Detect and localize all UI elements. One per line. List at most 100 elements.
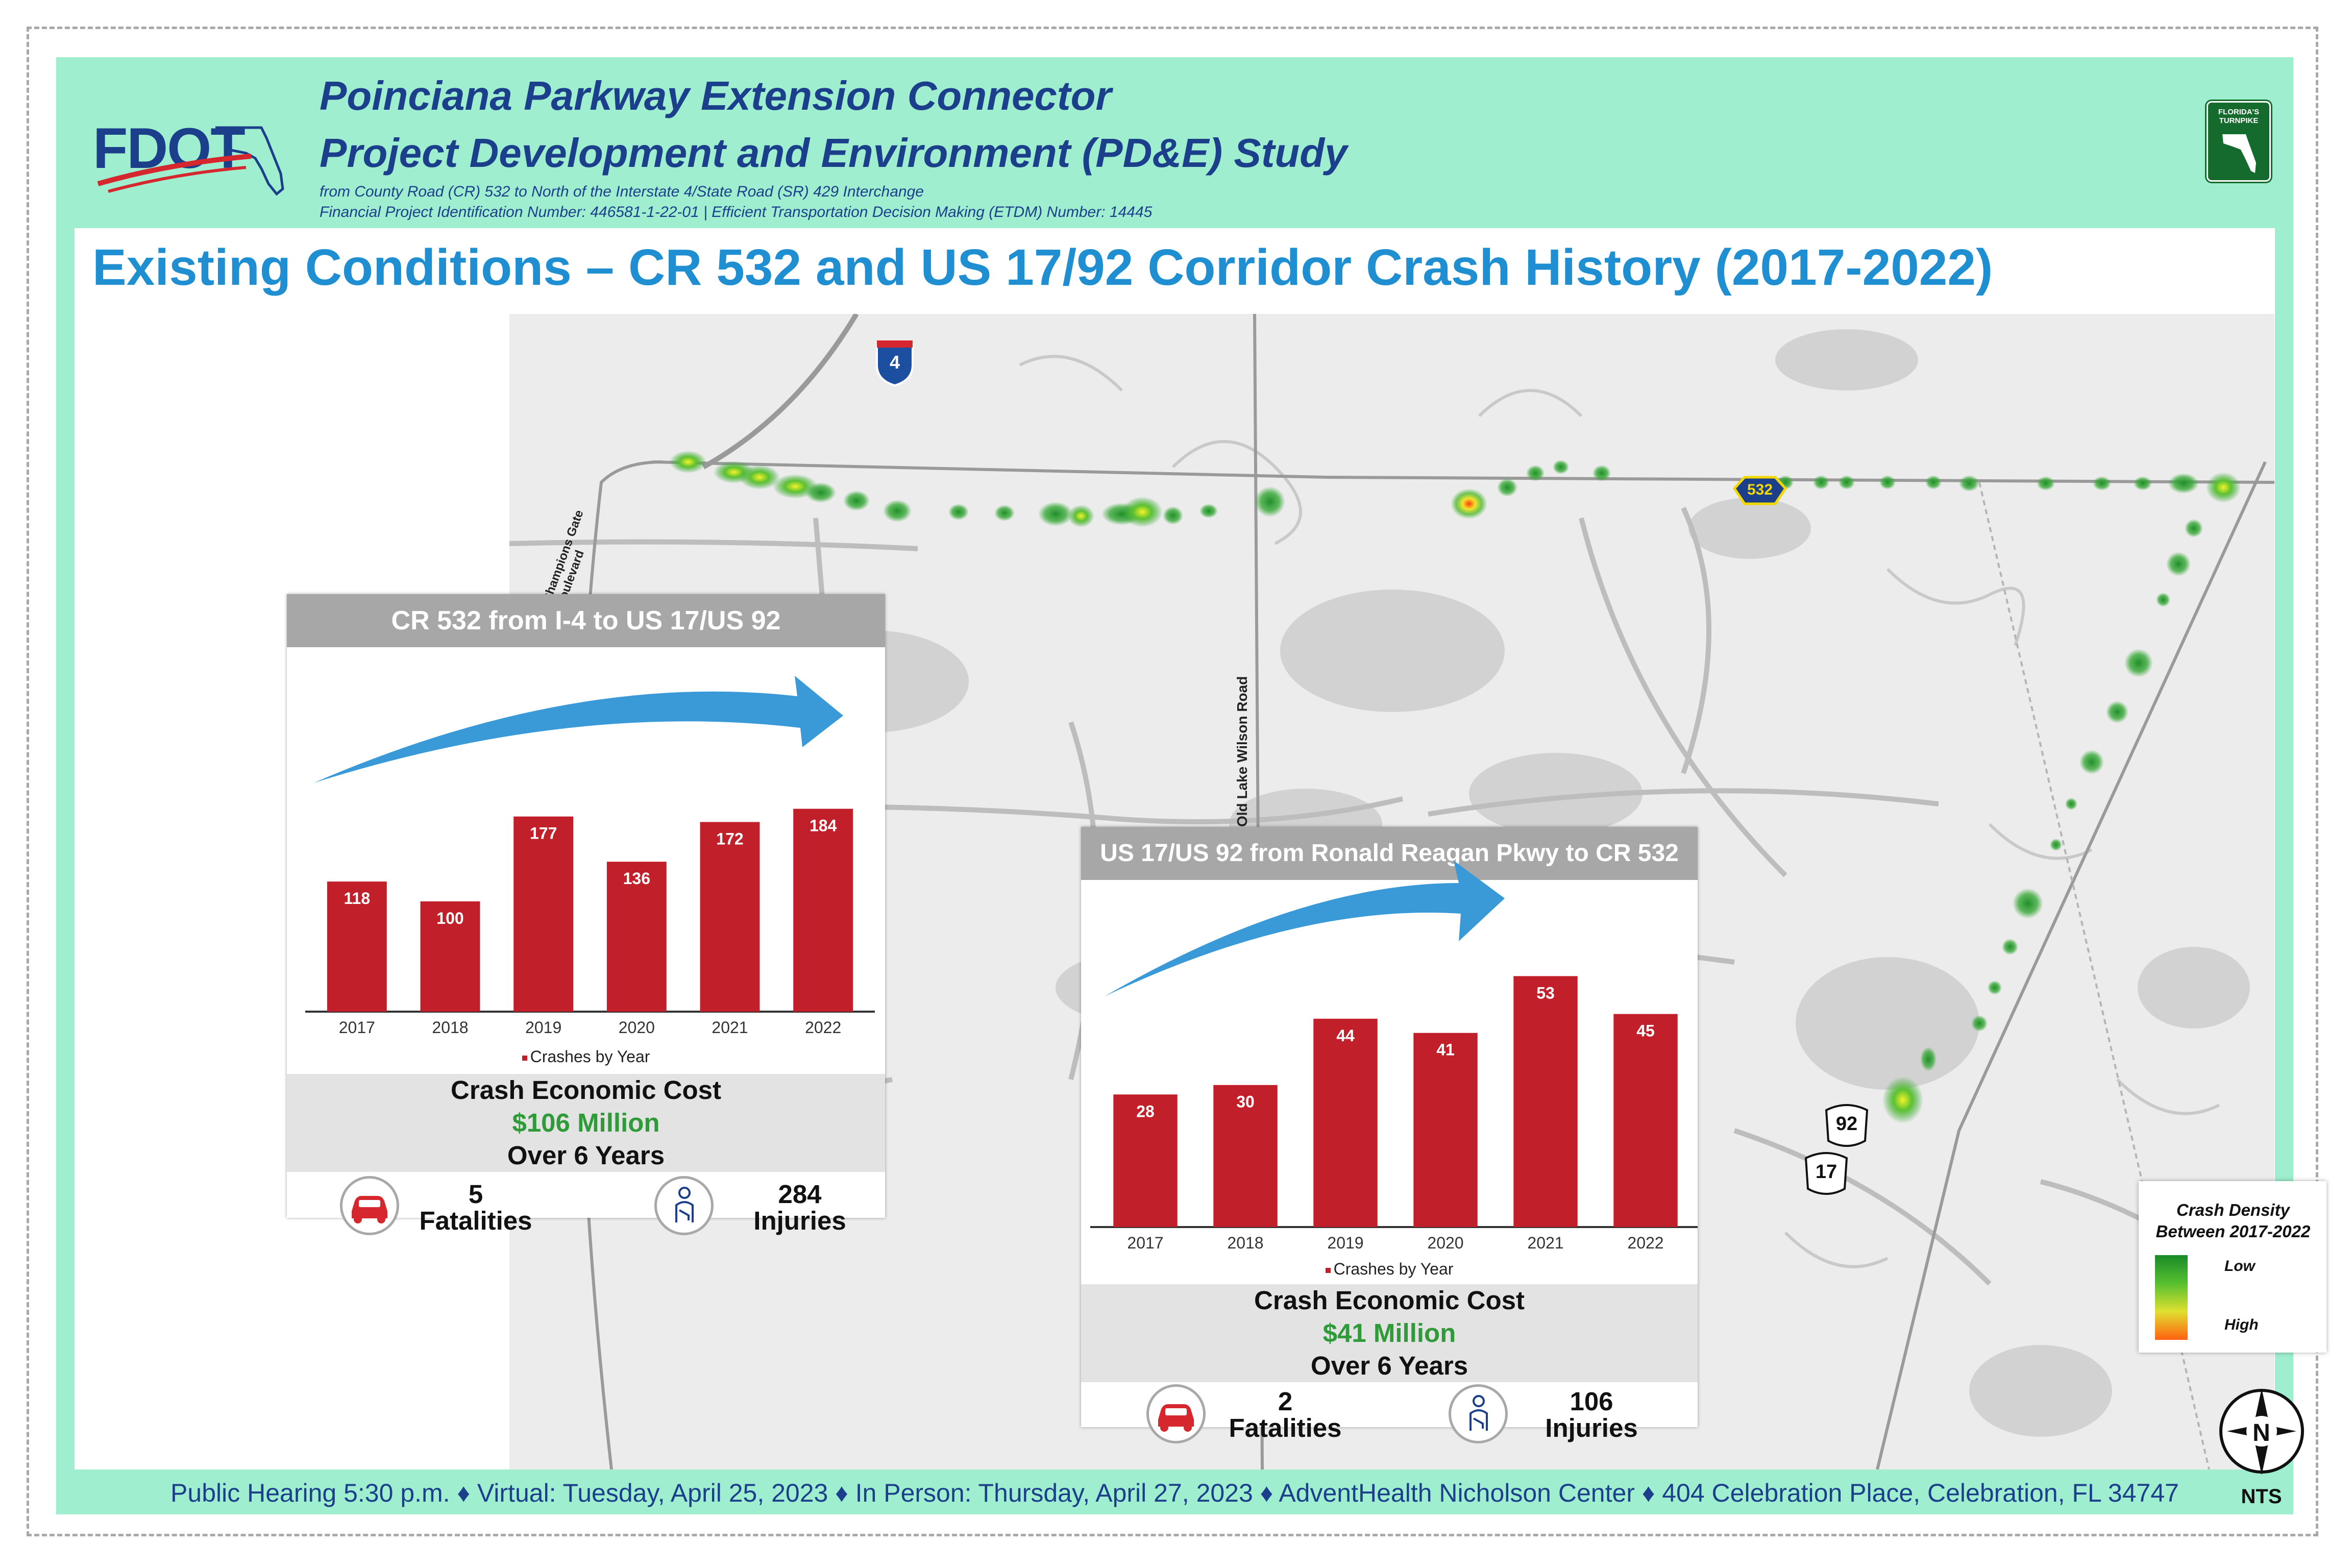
panel1-cost-period: Over 6 Years bbox=[507, 1141, 665, 1170]
north-arrow: N NTS bbox=[2217, 1383, 2306, 1516]
us17-92-crash-panel: US 17/US 92 from Ronald Reagan Pkwy to C… bbox=[1081, 827, 1698, 1443]
turnpike-logo-text: FLORIDA'S TURNPIKE bbox=[2218, 108, 2260, 125]
us17-92-data-label-2022: 45 bbox=[1636, 1022, 1655, 1040]
us17-92-tick-label-2018: 2018 bbox=[1227, 1234, 1263, 1252]
poster: FDOT Poinciana Parkway Extension Connect… bbox=[56, 57, 2326, 1514]
panel2-legend: Crashes by Year bbox=[1081, 1260, 1698, 1279]
cr532-bar-2021 bbox=[700, 822, 760, 1012]
panel1-fatalities-label: Fatalities bbox=[419, 1206, 532, 1235]
cr532-data-label-2020: 136 bbox=[623, 869, 650, 888]
i4-shield-icon bbox=[876, 340, 914, 387]
panel1-legend: Crashes by Year bbox=[287, 1047, 885, 1066]
panel1-injuries: 284 Injuries bbox=[736, 1181, 864, 1234]
cr532-tick-label-2018: 2018 bbox=[432, 1018, 468, 1037]
cr532-bar-2018 bbox=[420, 901, 480, 1012]
car-icon bbox=[340, 1176, 399, 1235]
crash-density-legend: Crash Density Between 2017-2022 Low High bbox=[2139, 1181, 2326, 1353]
us92-shield-icon bbox=[1825, 1104, 1869, 1147]
legend-low-label: Low bbox=[2224, 1258, 2255, 1275]
study-title: Project Development and Environment (PD&… bbox=[320, 130, 1348, 176]
us17-92-data-label-2021: 53 bbox=[1536, 984, 1555, 1002]
legend-title-line1: Crash Density bbox=[2176, 1200, 2290, 1219]
us17-92-bar-chart: 28 2017 30 2018 44 2019 41 2020 53 2021 45 2022 bbox=[1090, 861, 1698, 1252]
cr532-crash-panel: CR 532 from I-4 to US 17/US 92 118 2017 10… bbox=[287, 594, 885, 1235]
cr532-bar-2019 bbox=[513, 816, 574, 1012]
cr532-bar-chart: 118 2017 100 2018 177 2019 136 2020 172 2021 184 20… bbox=[305, 676, 875, 1037]
us17-92-bar-2021 bbox=[1513, 976, 1578, 1227]
panel1-fatalities-value: 5 bbox=[468, 1180, 483, 1209]
legend-color-ramp bbox=[2155, 1255, 2188, 1340]
north-letter: N bbox=[2252, 1419, 2270, 1447]
us17-shield-icon bbox=[1804, 1152, 1848, 1195]
footer-meeting-info: Public Hearing 5:30 p.m. ♦ Virtual: Tues… bbox=[170, 1479, 2179, 1507]
trend-arrow-icon bbox=[313, 676, 843, 783]
panel2-injuries-value: 106 bbox=[1570, 1387, 1613, 1416]
cr532-data-label-2018: 100 bbox=[436, 909, 463, 927]
panel2-fatalities-value: 2 bbox=[1278, 1387, 1293, 1416]
cr532-bar-2022 bbox=[793, 808, 853, 1012]
page-title: Existing Conditions – CR 532 and US 17/9… bbox=[92, 239, 1993, 296]
panel2-legend-label: Crashes by Year bbox=[1333, 1260, 1454, 1278]
panel1-cost-value: $106 Million bbox=[512, 1108, 660, 1137]
panel2-injuries: 106 Injuries bbox=[1525, 1388, 1658, 1441]
cr532-data-label-2022: 184 bbox=[810, 817, 837, 835]
florida-outline-icon bbox=[97, 126, 284, 196]
cr532-shield-label: 532 bbox=[1747, 481, 1773, 498]
car-icon bbox=[1146, 1384, 1206, 1443]
injury-icon bbox=[1449, 1384, 1508, 1443]
cr532-tick-label-2017: 2017 bbox=[339, 1018, 375, 1037]
us17-92-bar-2020 bbox=[1413, 1033, 1478, 1227]
legend-title-line2: Between 2017-2022 bbox=[2155, 1222, 2311, 1241]
panel1-fatalities: 5 Fatalities bbox=[399, 1181, 552, 1234]
title-block: Poinciana Parkway Extension Connector Pr… bbox=[320, 67, 1348, 223]
turnpike-florida-icon bbox=[2222, 134, 2256, 173]
us17-92-data-label-2020: 41 bbox=[1436, 1041, 1455, 1059]
dashed-border bbox=[27, 27, 2318, 1536]
cr532-bar-2017 bbox=[327, 881, 387, 1012]
us92-shield-label: 92 bbox=[1835, 1113, 1858, 1135]
panel2-cost-label: Crash Economic Cost bbox=[1254, 1286, 1525, 1315]
project-title: Poinciana Parkway Extension Connector bbox=[320, 73, 1112, 118]
north-arrow-icon bbox=[2219, 1388, 2304, 1475]
panel1-injuries-label: Injuries bbox=[753, 1206, 846, 1235]
panel2-fatalities-label: Fatalities bbox=[1229, 1413, 1342, 1442]
cr532-data-label-2017: 118 bbox=[344, 889, 371, 908]
cr532-data-label-2021: 172 bbox=[716, 829, 743, 848]
i4-shield-label: 4 bbox=[889, 352, 900, 373]
panel1-title: CR 532 from I-4 to US 17/US 92 bbox=[287, 594, 885, 647]
us17-92-tick-label-2017: 2017 bbox=[1127, 1234, 1163, 1252]
us17-92-tick-label-2019: 2019 bbox=[1327, 1234, 1363, 1252]
legend-high-label: High bbox=[2224, 1316, 2259, 1333]
panel1-injuries-value: 284 bbox=[778, 1180, 822, 1209]
us17-92-tick-label-2020: 2020 bbox=[1427, 1234, 1463, 1252]
us17-92-data-label-2017: 28 bbox=[1136, 1102, 1155, 1120]
old-lake-wilson-label: Old Lake Wilson Road bbox=[1234, 676, 1250, 827]
us17-92-tick-label-2022: 2022 bbox=[1627, 1234, 1663, 1252]
panel1-legend-label: Crashes by Year bbox=[530, 1047, 650, 1066]
project-numbers: Financial Project Identification Number:… bbox=[320, 204, 1153, 220]
cr532-tick-label-2020: 2020 bbox=[619, 1018, 655, 1037]
panel1-cost-box: Crash Economic Cost $106 Million Over 6 … bbox=[287, 1074, 885, 1172]
panel2-title: US 17/US 92 from Ronald Reagan Pkwy to C… bbox=[1081, 827, 1698, 880]
us17-92-bar-2017 bbox=[1113, 1094, 1178, 1227]
legend-title: Crash Density Between 2017-2022 bbox=[2144, 1199, 2322, 1242]
project-limits: from County Road (CR) 532 to North of th… bbox=[320, 183, 924, 200]
panel2-injuries-label: Injuries bbox=[1545, 1413, 1638, 1442]
cr532-tick-label-2019: 2019 bbox=[525, 1018, 561, 1037]
us17-92-data-label-2019: 44 bbox=[1336, 1026, 1355, 1045]
nts-label: NTS bbox=[2241, 1485, 2282, 1508]
cr532-tick-label-2022: 2022 bbox=[805, 1018, 841, 1037]
us17-shield-label: 17 bbox=[1815, 1161, 1837, 1183]
us17-92-bar-2018 bbox=[1213, 1085, 1278, 1227]
fdot-logo: FDOT bbox=[93, 107, 312, 204]
cr532-data-label-2019: 177 bbox=[530, 824, 557, 843]
us17-92-bar-2019 bbox=[1313, 1018, 1378, 1227]
panel2-cost-box: Crash Economic Cost $41 Million Over 6 Y… bbox=[1081, 1284, 1698, 1382]
cr532-shield-icon bbox=[1732, 476, 1787, 505]
us17-92-data-label-2018: 30 bbox=[1236, 1093, 1255, 1111]
panel1-cost-label: Crash Economic Cost bbox=[451, 1075, 721, 1105]
trend-arrow-icon bbox=[1105, 861, 1505, 996]
panel2-fatalities: 2 Fatalities bbox=[1209, 1388, 1362, 1441]
us17-92-tick-label-2021: 2021 bbox=[1527, 1234, 1563, 1252]
cr532-tick-label-2021: 2021 bbox=[712, 1018, 748, 1037]
